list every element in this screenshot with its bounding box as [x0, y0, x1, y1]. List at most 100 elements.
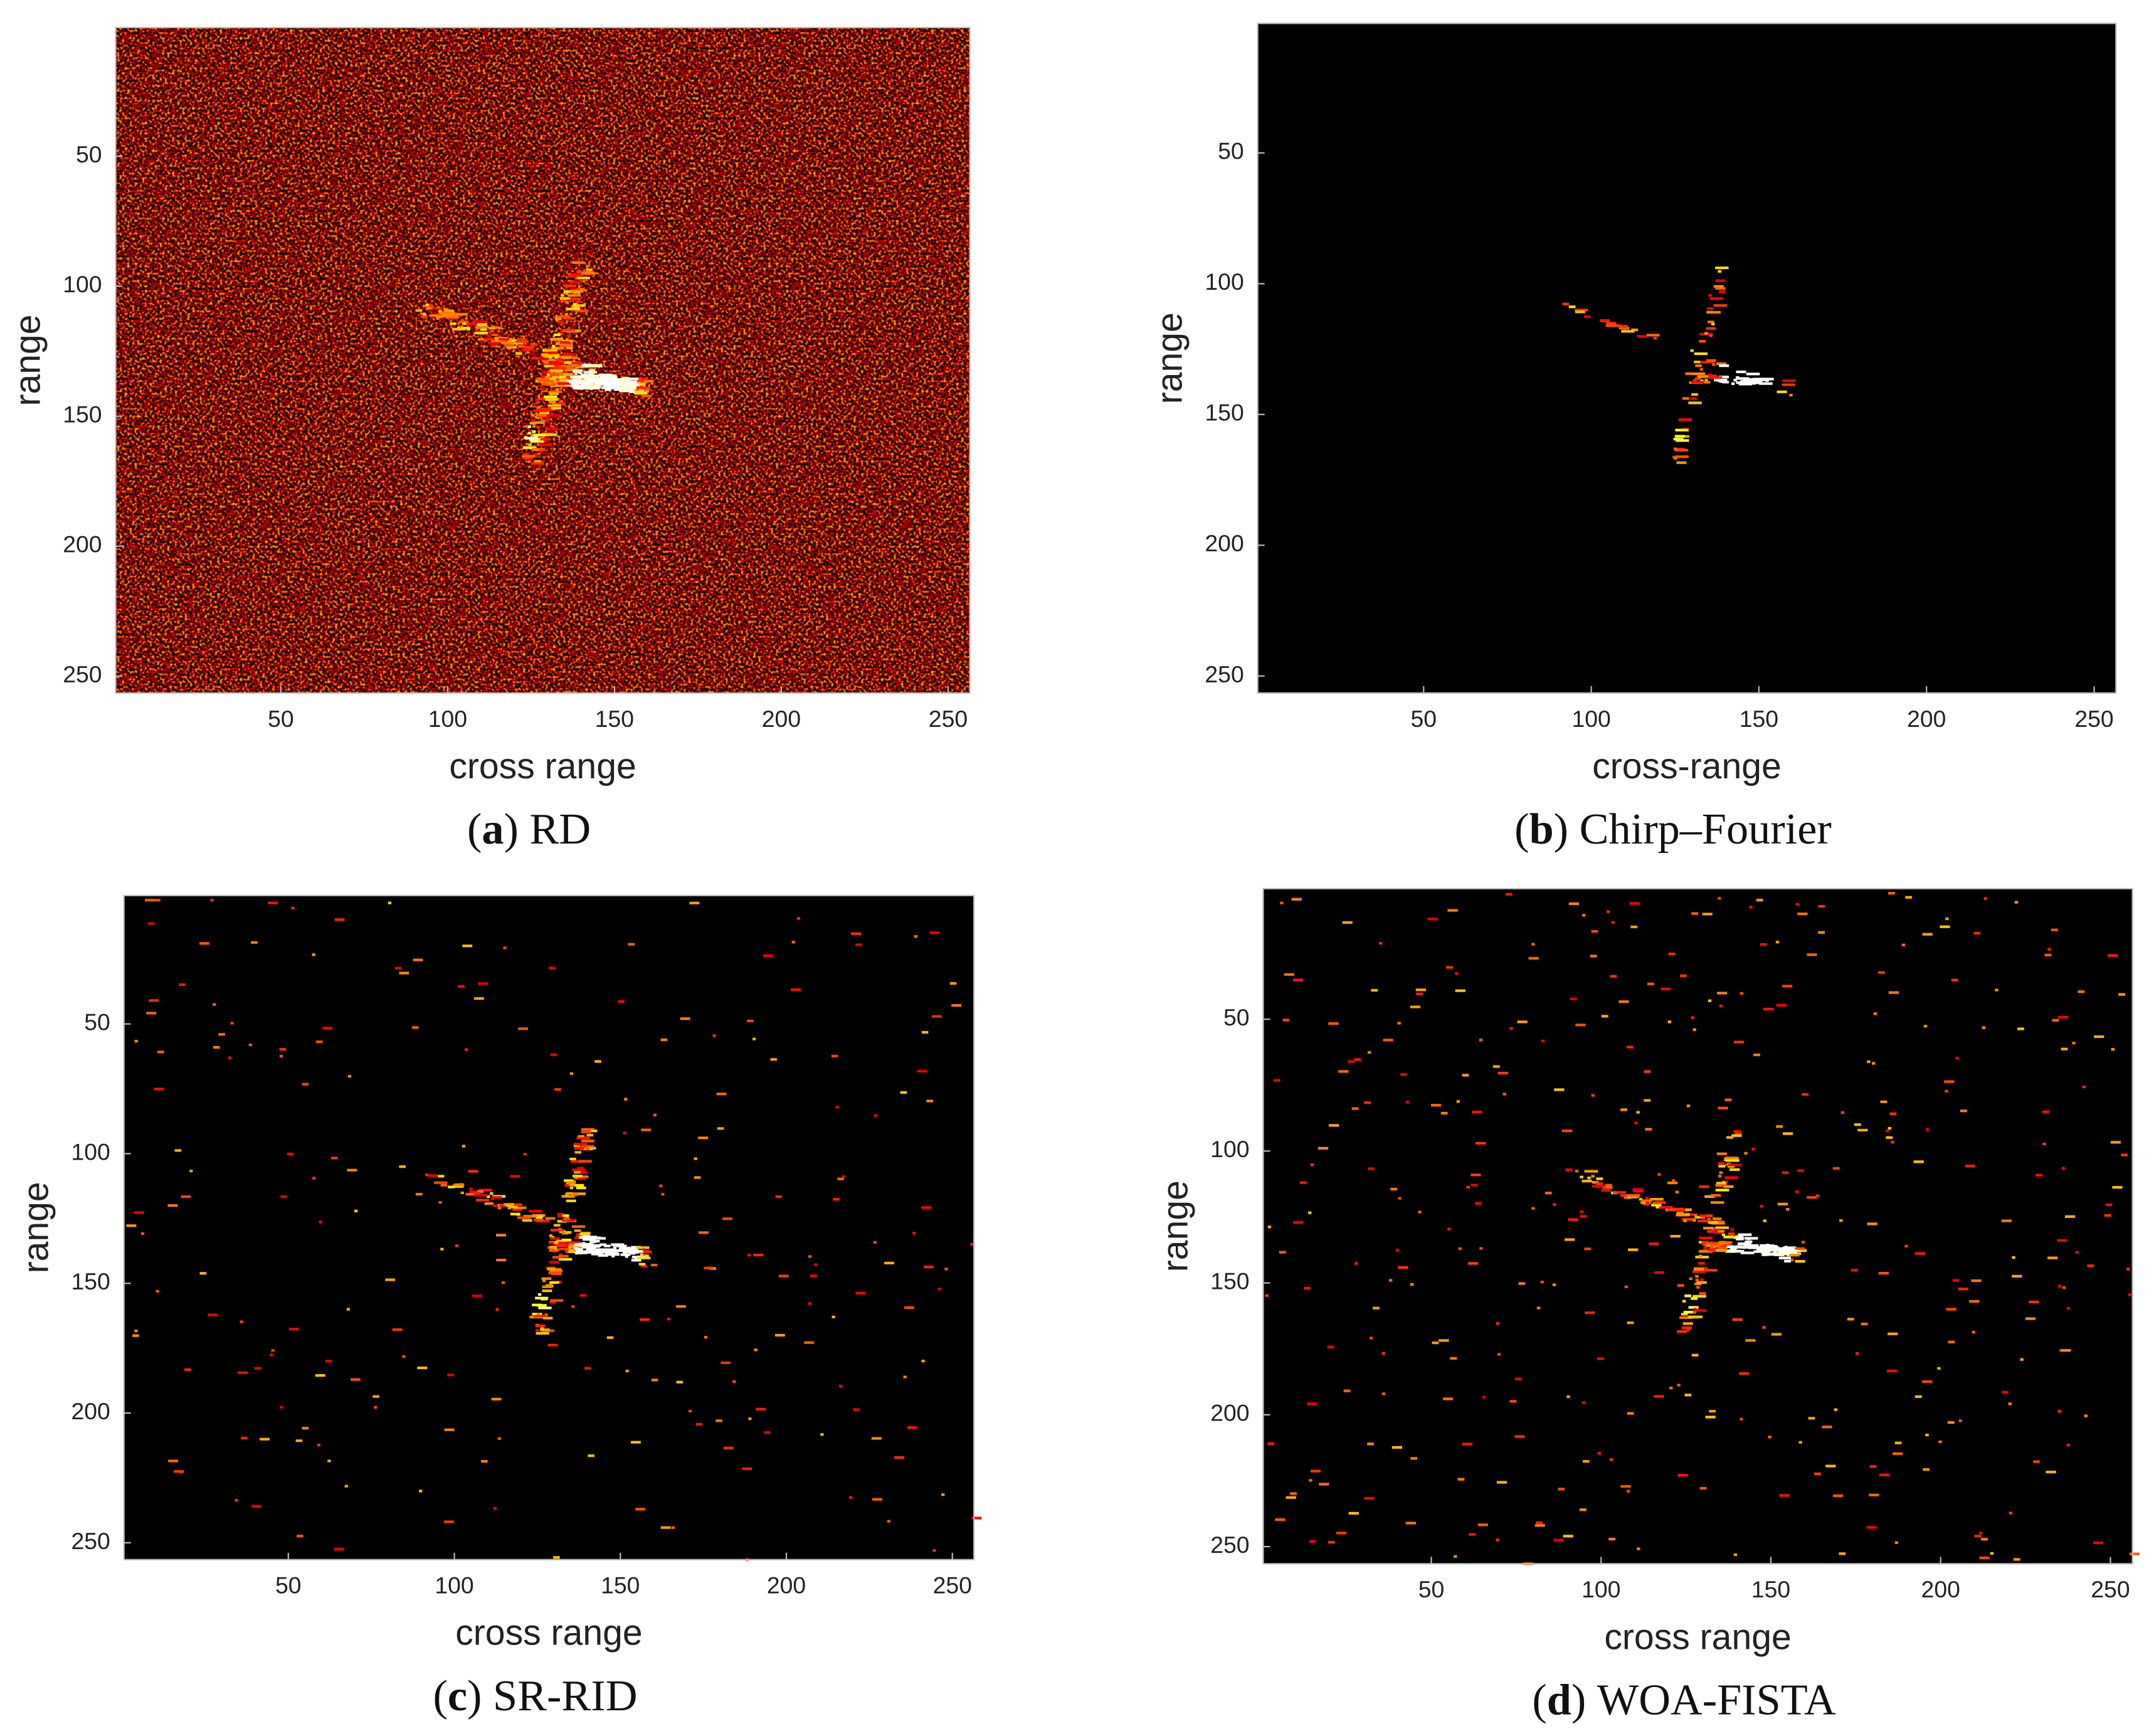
target-pixel	[1721, 1233, 1726, 1237]
target-pixel	[621, 388, 635, 391]
target-pixel	[1676, 461, 1687, 464]
target-pixel	[586, 1148, 589, 1151]
target-pixel	[544, 379, 554, 383]
noise-pixel	[1965, 1165, 1975, 1168]
noise-pixel	[315, 1040, 323, 1044]
target-pixel	[569, 1250, 573, 1253]
noise-pixel	[1914, 1395, 1922, 1398]
target-pixel	[634, 391, 645, 394]
panel: 50 100 150 200 250 50 100 150 200 250 cross range r…	[16, 894, 982, 1720]
noise-pixel	[1581, 914, 1586, 917]
target-pixel	[549, 392, 559, 395]
noise-pixel	[302, 1427, 309, 1430]
target-pixel	[1711, 1194, 1721, 1197]
noise-pixel	[1496, 1322, 1500, 1325]
target-pixel	[1694, 1215, 1705, 1219]
target-pixel	[574, 1236, 578, 1239]
target-pixel	[1703, 1246, 1707, 1249]
target-pixel	[436, 317, 440, 320]
noise-pixel	[1801, 1241, 1805, 1244]
x-axis-label: cross range	[449, 746, 636, 786]
target-pixel	[586, 1245, 600, 1248]
target-pixel	[1780, 1256, 1791, 1259]
target-pixel	[1728, 1165, 1735, 1168]
noise-pixel	[1472, 1110, 1482, 1114]
target-pixel	[636, 379, 643, 383]
target-pixel	[620, 1248, 634, 1251]
noise-pixel	[179, 983, 186, 987]
y-tick-label: 50	[1223, 1004, 1250, 1030]
target-pixel	[473, 1192, 480, 1195]
target-pixel	[1674, 448, 1689, 452]
target-pixel	[1704, 1269, 1718, 1272]
target-pixel	[1706, 1214, 1713, 1217]
caption-label: a	[482, 805, 504, 854]
noise-pixel	[1608, 1537, 1615, 1541]
target-pixel	[1708, 373, 1712, 377]
noise-pixel	[695, 1422, 703, 1426]
noise-pixel	[411, 1026, 419, 1029]
target-pixel	[620, 1253, 631, 1256]
target-pixel	[544, 349, 558, 352]
target-pixel	[581, 1250, 596, 1253]
noise-pixel	[1762, 1326, 1766, 1329]
noise-pixel	[849, 1496, 853, 1499]
noise-pixel	[1479, 1039, 1483, 1042]
noise-pixel	[1531, 1207, 1535, 1210]
noise-pixel	[1469, 1533, 1476, 1536]
target-pixel	[586, 265, 589, 268]
target-pixel	[1690, 349, 1694, 352]
target-pixel	[582, 1238, 596, 1241]
target-pixel	[635, 388, 640, 391]
target-pixel	[554, 362, 565, 365]
target-pixel	[1568, 305, 1576, 309]
target-pixel	[1581, 1180, 1592, 1183]
caption-label: d	[1547, 1676, 1571, 1725]
target-pixel	[589, 378, 600, 381]
noise-pixel	[1591, 1094, 1595, 1097]
target-pixel	[589, 1249, 600, 1252]
noise-pixel	[1536, 1521, 1543, 1524]
target-pixel	[604, 1244, 611, 1247]
noise-pixel	[1373, 1306, 1380, 1310]
noise-pixel	[1514, 1435, 1525, 1438]
caption-paren: (	[433, 1671, 447, 1720]
noise-pixel	[1591, 929, 1598, 933]
target-pixel	[1575, 309, 1588, 312]
noise-pixel	[2035, 1173, 2042, 1177]
target-pixel	[1692, 1270, 1706, 1273]
target-pixel	[1731, 1134, 1742, 1137]
noise-pixel	[1582, 1459, 1590, 1463]
noise-pixel	[1691, 1016, 1694, 1019]
noise-pixel	[1777, 1202, 1788, 1205]
target-pixel	[1771, 1252, 1778, 1256]
target-pixel	[1676, 439, 1689, 442]
target-pixel	[568, 294, 581, 297]
noise-pixel	[1456, 1100, 1460, 1103]
x-tick-label: 250	[2074, 706, 2113, 732]
noise-pixel	[1815, 1194, 1820, 1197]
target-pixel	[542, 1285, 552, 1288]
target-pixel	[534, 460, 541, 463]
noise-pixel	[1699, 1486, 1707, 1490]
noise-pixel	[228, 1056, 232, 1059]
noise-pixel	[334, 1548, 344, 1551]
x-axis-label: cross range	[1604, 1617, 1791, 1657]
target-pixel	[546, 1284, 552, 1287]
noise-pixel	[2047, 948, 2051, 951]
target-pixel	[581, 1130, 591, 1134]
target-pixel	[1687, 1315, 1698, 1319]
target-pixel	[462, 322, 466, 325]
noise-pixel	[1702, 913, 1713, 916]
target-pixel	[1708, 294, 1712, 297]
target-pixel	[559, 1253, 562, 1257]
noise-pixel	[478, 982, 488, 985]
noise-pixel	[279, 1048, 287, 1051]
target-pixel	[650, 1263, 658, 1267]
image-background	[124, 895, 974, 1560]
noise-pixel	[1905, 896, 1912, 899]
noise-pixel	[1847, 1318, 1854, 1321]
x-tick-label: 200	[762, 706, 801, 732]
target-pixel	[559, 341, 570, 344]
noise-pixel	[2033, 1460, 2040, 1463]
